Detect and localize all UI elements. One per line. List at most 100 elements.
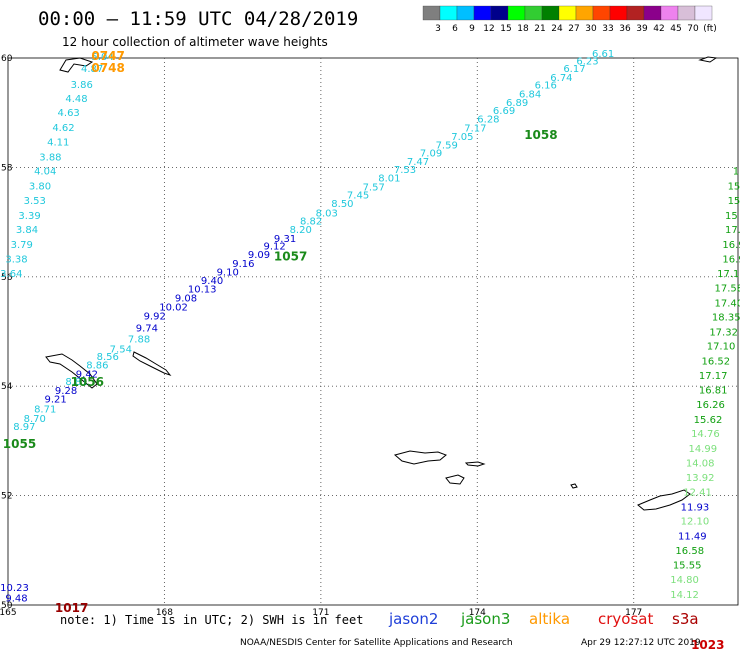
- color-swatch: [439, 5, 458, 21]
- color-scale-label: 3: [435, 24, 441, 34]
- wave-height-label: 8.01: [378, 174, 400, 185]
- wave-height-label: 9.40: [201, 276, 223, 287]
- wave-height-label: 9.08: [175, 293, 197, 304]
- x-tick-label: 171: [312, 608, 329, 618]
- wave-height-label: 7.47: [407, 157, 429, 168]
- pass-time-label: 1023: [691, 638, 724, 650]
- wave-height-label: 15: [728, 196, 740, 207]
- wave-height-label: 16.58: [675, 546, 704, 557]
- wave-height-label: 6.69: [493, 106, 515, 117]
- wave-height-label: 3.80: [29, 181, 51, 192]
- legend-altika: altika: [529, 610, 570, 628]
- wave-height-label: 8.56: [97, 352, 119, 363]
- color-swatch: [643, 5, 662, 21]
- color-swatch: [558, 5, 577, 21]
- island-bering-west: [45, 353, 98, 389]
- wave-height-label: 9.31: [274, 234, 296, 245]
- pass-time-label: 1057: [274, 249, 307, 263]
- color-scale-label: 18: [517, 24, 529, 34]
- color-scale-label: 9: [469, 24, 475, 34]
- wave-height-label: 14.80: [670, 575, 699, 586]
- wave-height-label: 6.89: [506, 98, 528, 109]
- wave-height-label: 9.09: [248, 250, 270, 261]
- chart-title: 00:00 – 11:59 UTC 04/28/2019: [38, 8, 358, 30]
- wave-height-label: 13.92: [686, 473, 715, 484]
- island-medny: [132, 351, 172, 377]
- x-tick-label: 177: [625, 608, 642, 618]
- wave-height-label: 14.08: [686, 459, 715, 470]
- island-buldir: [570, 483, 578, 489]
- wave-height-label: 4.04: [34, 167, 56, 178]
- wave-height-label: 16.26: [696, 400, 725, 411]
- wave-height-label: 7.57: [363, 182, 385, 193]
- color-scale-label: 27: [568, 24, 579, 34]
- pass-time-label: 1058: [524, 128, 557, 142]
- wave-height-label: 16.9: [722, 240, 740, 251]
- color-scale-label: 30: [585, 24, 597, 34]
- color-scale-label: 24: [551, 24, 563, 34]
- wave-height-label: 1: [733, 167, 739, 178]
- wave-height-label: 16.81: [699, 385, 728, 396]
- wave-height-label: 10.13: [188, 285, 217, 296]
- map-frame: [7, 57, 739, 606]
- wave-height-label: 14.12: [670, 590, 699, 601]
- color-swatch: [490, 5, 509, 21]
- wave-height-label: 14.99: [688, 444, 717, 455]
- wave-height-label: 8.82: [300, 216, 322, 227]
- y-tick-label: 60: [1, 54, 13, 64]
- wave-height-label: 3.39: [18, 211, 40, 222]
- wave-height-label: 15: [728, 181, 740, 192]
- wave-height-label: 9.92: [144, 311, 166, 322]
- legend-cryosat: cryosat: [598, 610, 653, 628]
- wave-height-label: 17.40: [715, 298, 740, 309]
- color-swatch: [456, 5, 475, 21]
- wave-height-label: 7.17: [464, 123, 486, 134]
- wave-height-label: 7.88: [128, 334, 150, 345]
- wave-height-label: 16.9: [722, 255, 740, 266]
- island-agattu: [445, 474, 465, 485]
- wave-height-label: 3.88: [39, 152, 61, 163]
- wave-height-label: 11.49: [678, 531, 707, 542]
- color-scale-label: (ft): [703, 24, 717, 34]
- color-swatch: [592, 5, 611, 21]
- wave-height-label: 12.41: [683, 488, 712, 499]
- wave-height-label: 14.76: [691, 429, 720, 440]
- pass-time-label: 1017: [55, 601, 88, 615]
- wave-height-label: 10.23: [0, 583, 29, 594]
- wave-height-label: 7.09: [420, 148, 442, 159]
- color-scale-label: 45: [670, 24, 681, 34]
- wave-height-label: 9.28: [55, 386, 77, 397]
- pass-time-label: 0747: [91, 49, 124, 63]
- wave-height-label: 8.70: [24, 414, 46, 425]
- wave-height-label: 10.02: [159, 303, 188, 314]
- color-swatch: [660, 5, 679, 21]
- color-swatch: [473, 5, 492, 21]
- wave-height-label: 7.05: [451, 132, 473, 143]
- wave-height-label: 16.52: [702, 356, 731, 367]
- x-tick-label: 168: [156, 608, 173, 618]
- chart-subtitle: 12 hour collection of altimeter wave hei…: [62, 35, 328, 49]
- wave-height-label: 9.21: [45, 395, 67, 406]
- x-tick-label: 165: [0, 608, 17, 618]
- wave-height-label: 5.04: [91, 52, 113, 63]
- color-swatch: [609, 5, 628, 21]
- wave-height-label: 18.35: [712, 313, 740, 324]
- island-kiska: [637, 489, 691, 511]
- island-semichi: [464, 461, 486, 467]
- color-scale-label: 6: [452, 24, 458, 34]
- wave-height-label: 6.61: [592, 49, 614, 60]
- x-axis-ticks: 165 168 171 174 177: [0, 608, 642, 618]
- color-swatch: [694, 5, 713, 21]
- wave-height-label: 17.1: [717, 269, 739, 280]
- color-scale-label: 42: [653, 24, 664, 34]
- legend-s3a: s3a: [672, 610, 699, 628]
- graticule: [8, 58, 738, 605]
- wave-height-label: 15.62: [694, 415, 723, 426]
- color-scale-label: 15: [500, 24, 511, 34]
- wave-height-label: 3.79: [11, 240, 33, 251]
- wave-height-label: 8.50: [331, 199, 353, 210]
- y-tick-label: 54: [1, 382, 13, 392]
- wave-height-label: 6.74: [550, 73, 572, 84]
- wave-height-label: 9.48: [5, 594, 27, 605]
